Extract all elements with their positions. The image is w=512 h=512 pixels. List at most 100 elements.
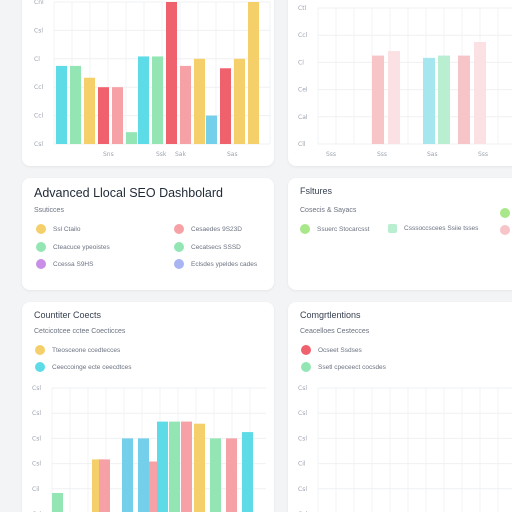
legend-dot — [174, 259, 184, 269]
y-tick-label: Csl — [298, 385, 307, 392]
chart-bar — [194, 423, 205, 512]
y-tick-label: Ccl — [34, 84, 43, 91]
summary-subtitle: Ssuticces — [34, 207, 64, 214]
competitor-title: Countiter Coects — [34, 310, 102, 320]
chart-bar — [56, 65, 67, 144]
chart-bar — [220, 68, 231, 144]
legend-item: Ceeccoinge ecte ceecdtces — [35, 362, 132, 372]
rankings-bar-chart: Ctl Ccl Cl Cel Cal Cll Sss Sss Sas Sss — [298, 5, 512, 158]
y-tick-label: Cl — [34, 56, 40, 63]
chart-bar — [138, 56, 149, 144]
performance-bar-chart: Cnl Csl Cl Ccl Ccl Csl Sns Ssk Sak Sas — [34, 0, 271, 158]
chart-bar — [92, 459, 103, 512]
y-tick-label: Csl — [32, 385, 41, 392]
comparison-subtitle: Ceacelloes Cestecces — [300, 328, 370, 335]
legend-item: Cecatsecs SSSD — [174, 242, 241, 252]
legend-dot — [174, 224, 184, 234]
legend-item: Ssetl cpeceect cocsdes — [301, 362, 386, 372]
legend-item: Csssoccscees Ssiie tsses — [388, 224, 478, 233]
y-tick-label: Ccl — [298, 32, 307, 39]
chart-bar — [474, 42, 486, 144]
x-tick-label: Sas — [427, 151, 438, 158]
x-tick-label: Ssk — [156, 151, 167, 158]
rankings-chart-card: Ctl Ccl Cl Cel Cal Cll Sss Sss Sas Sss — [288, 0, 512, 166]
legend-dot — [301, 345, 311, 355]
comparison-card: Comgrtlentions Ceacelloes Cestecces Ocse… — [288, 302, 512, 512]
competitor-card: Countiter Coects Cetcicotcee cctee Coect… — [22, 302, 274, 512]
legend-item: Ccessa S9HS — [36, 259, 93, 269]
legend-dot — [500, 225, 510, 235]
chart-bar — [99, 459, 110, 512]
legend-dot — [500, 208, 510, 218]
chart-bar — [372, 55, 384, 144]
legend-dot — [174, 242, 184, 252]
y-tick-label: Cnl — [34, 0, 44, 6]
legend-item: Ssuerc Stocarcsst — [300, 224, 369, 234]
y-tick-label: Cal — [298, 114, 308, 121]
legend-dot — [300, 224, 310, 234]
performance-chart-card: Cnl Csl Cl Ccl Ccl Csl Sns Ssk Sak Sas — [22, 0, 274, 166]
comparison-grid-chart: CslCslCslCilCslCel — [298, 385, 512, 512]
legend-dot — [35, 362, 45, 372]
y-tick-label: Cll — [298, 141, 306, 148]
legend-item: Eclsdes ypeldes cades — [174, 259, 257, 269]
chart-bar — [52, 493, 63, 512]
chart-bar — [180, 65, 191, 144]
chart-bar — [84, 77, 95, 144]
chart-bar — [122, 438, 133, 512]
legend-swatch — [388, 224, 397, 233]
y-tick-label: Cl — [298, 59, 304, 66]
y-tick-label: Csl — [298, 486, 307, 493]
y-tick-label: Ccl — [34, 113, 43, 120]
chart-bar — [206, 115, 217, 144]
x-tick-label: Sss — [478, 151, 488, 158]
legend-dot — [35, 345, 45, 355]
y-tick-label: Csl — [298, 435, 307, 442]
chart-bar — [149, 461, 160, 512]
features-title: Fsltures — [300, 186, 333, 196]
competitor-bar-chart: CslCslCslCslCilCsl — [32, 385, 266, 512]
y-tick-label: Csl — [32, 461, 41, 468]
chart-bar — [152, 56, 163, 144]
x-tick-label: Sak — [175, 151, 186, 158]
chart-bar — [70, 65, 81, 144]
competitor-subtitle: Cetcicotcee cctee Coecticces — [34, 328, 126, 335]
chart-bar — [138, 438, 149, 512]
y-tick-label: Cil — [298, 461, 306, 468]
y-tick-label: Csl — [34, 27, 43, 34]
chart-bar — [112, 87, 123, 144]
chart-bar — [226, 438, 237, 512]
chart-bar — [166, 2, 177, 144]
chart-bar — [248, 2, 259, 144]
chart-bar — [234, 58, 245, 144]
y-tick-label: Csl — [34, 141, 43, 148]
chart-bar — [210, 438, 221, 512]
x-tick-label: Sns — [103, 151, 114, 158]
chart-bar — [438, 55, 450, 144]
x-tick-label: Sas — [227, 151, 238, 158]
comparison-title: Comgrtlentions — [300, 310, 361, 320]
x-tick-label: Sss — [326, 151, 336, 158]
features-subtitle: Cosecis & Sayacs — [300, 207, 357, 214]
features-card: Fsltures Cosecis & Sayacs Ssuerc Stocarc… — [288, 178, 512, 290]
chart-bar — [169, 421, 180, 512]
chart-bar — [194, 58, 205, 144]
chart-bar — [242, 432, 253, 512]
chart-bar — [181, 421, 192, 512]
legend-item: Ocseet Ssdses — [301, 345, 362, 355]
legend-dot — [301, 362, 311, 372]
chart-bar — [157, 421, 168, 512]
x-tick-label: Sss — [377, 151, 387, 158]
dashboard-summary-card: Advanced Llocal SEO Dashbolard Ssuticces… — [22, 178, 274, 290]
y-tick-label: Cel — [298, 87, 308, 94]
y-tick-label: Cil — [32, 486, 40, 493]
y-tick-label: Csl — [32, 435, 41, 442]
y-tick-label: Csl — [298, 410, 307, 417]
legend-item: Cteacuce ypeoistes — [36, 242, 110, 252]
chart-bar — [388, 51, 400, 144]
chart-bar — [423, 57, 435, 144]
legend-item: Tteosceone ccedtecces — [35, 345, 120, 355]
legend-dot — [36, 259, 46, 269]
chart-bar — [458, 55, 470, 144]
legend-dot — [36, 224, 46, 234]
